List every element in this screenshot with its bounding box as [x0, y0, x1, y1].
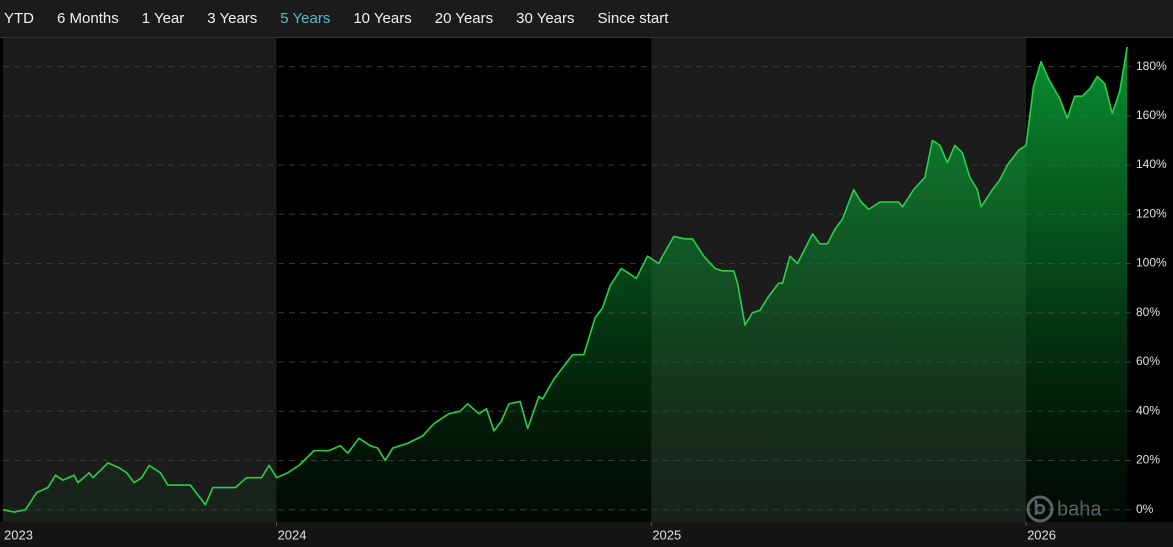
y-tick-label: 0%	[1136, 502, 1154, 516]
range-button[interactable]: 5 Years	[280, 10, 331, 27]
x-axis-background	[0, 522, 1173, 547]
y-tick-label: 140%	[1136, 157, 1167, 171]
range-button[interactable]: 10 Years	[353, 10, 412, 27]
x-tick-label: 2024	[278, 527, 307, 542]
watermark-logo-glyph	[1034, 500, 1046, 515]
y-tick-label: 80%	[1136, 305, 1160, 319]
x-tick-label: 2023	[4, 527, 33, 542]
year-band	[3, 38, 277, 522]
watermark-text: baha	[1057, 498, 1102, 520]
y-tick-label: 180%	[1136, 59, 1167, 73]
range-toolbar: YTD 6 Months 1 Year 3 Years 5 Years 10 Years 2…	[0, 0, 1173, 38]
y-tick-label: 160%	[1136, 108, 1167, 122]
range-button[interactable]: 30 Years	[516, 10, 575, 27]
range-button[interactable]: Since start	[597, 10, 669, 27]
y-tick-label: 40%	[1136, 403, 1160, 417]
x-tick-label: 2026	[1027, 527, 1056, 542]
range-button[interactable]: 3 Years	[207, 10, 258, 27]
area-fill	[3, 46, 1128, 523]
y-tick-label: 60%	[1136, 354, 1160, 368]
range-button[interactable]: 6 Months	[57, 10, 119, 27]
axis-panel	[1131, 38, 1173, 522]
range-button[interactable]: 20 Years	[434, 10, 494, 27]
watermark: baha	[1026, 495, 1102, 523]
watermark-logo	[1026, 495, 1054, 523]
y-tick-label: 120%	[1136, 206, 1167, 220]
price-line	[2, 46, 1129, 513]
x-tick-label: 2025	[652, 527, 681, 542]
y-tick-label: 20%	[1136, 453, 1160, 467]
range-button[interactable]: YTD	[4, 10, 34, 27]
range-button[interactable]: 1 Year	[141, 10, 185, 27]
y-tick-label: 100%	[1136, 256, 1167, 270]
